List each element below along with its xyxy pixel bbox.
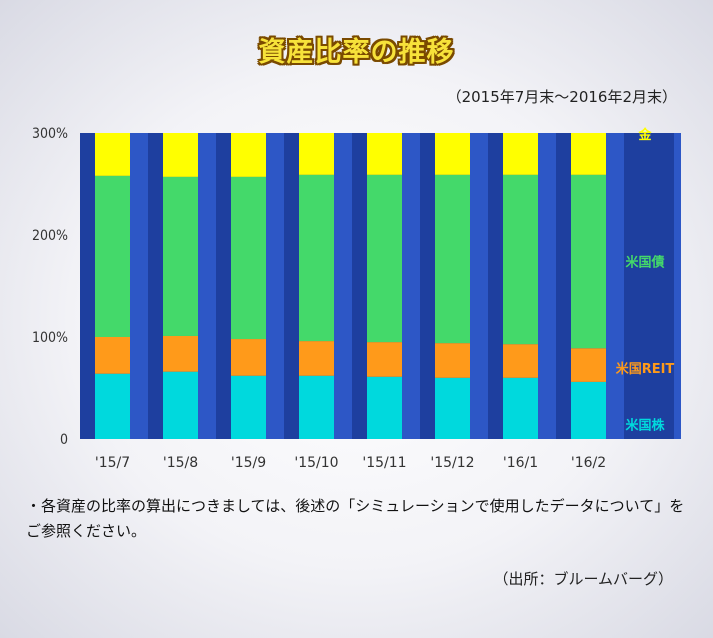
bar-segment-4: [367, 133, 402, 175]
chart-subtitle: （2015年7月末～2016年2月末）: [446, 88, 677, 106]
bar-segment-4: [299, 133, 334, 175]
bar-segment-1: [503, 377, 538, 439]
x-tick-label: '15/7: [95, 455, 130, 471]
bar-segment-3: [299, 174, 334, 342]
series-label: 金: [637, 127, 652, 143]
bar-segment-4: [231, 133, 266, 177]
x-tick-label: '15/11: [362, 455, 406, 471]
bar-segment-1: [367, 376, 402, 439]
bar-segment-4: [435, 133, 470, 175]
x-tick-label: '16/1: [503, 455, 538, 471]
bar-segment-3: [163, 176, 198, 336]
series-label: 米国債: [625, 255, 664, 271]
bar-segment-3: [231, 176, 266, 340]
stacked-bar-chart: 0 100% 200% 300% '15/7 '15/8 '15/9 '15/10 '15/1…: [32, 126, 681, 471]
source-note: （出所：ブルームバーグ）: [493, 570, 673, 588]
bar-segment-2: [163, 335, 198, 372]
bar-segment-3: [435, 174, 470, 344]
x-tick-label: '16/2: [571, 455, 606, 471]
bar-segment-4: [95, 133, 130, 176]
footnote: ・各資産の比率の算出につきましては、後述の「シミュレーションで使用したデータにつ…: [26, 497, 685, 540]
bar-segment-3: [571, 174, 606, 349]
bar-segment-2: [503, 344, 538, 378]
bar-segment-2: [435, 343, 470, 378]
y-tick-label: 0: [60, 432, 68, 448]
bar-segment-1: [571, 381, 606, 439]
bar-segment-2: [231, 339, 266, 376]
bar-segment-3: [367, 174, 402, 343]
bar-segment-1: [299, 375, 334, 439]
bar-segment-2: [299, 341, 334, 376]
series-label: 米国REIT: [616, 361, 675, 377]
bar-segment-2: [95, 337, 130, 374]
x-tick-label: '15/9: [231, 455, 266, 471]
bar-segment-3: [95, 175, 130, 337]
bar-segment-1: [163, 371, 198, 439]
bar-segment-2: [571, 348, 606, 382]
y-tick-label: 300%: [32, 126, 68, 142]
y-tick-label: 200%: [32, 228, 68, 244]
x-tick-label: '15/8: [163, 455, 198, 471]
bar-segment-3: [503, 174, 538, 345]
bar-segment-4: [571, 133, 606, 175]
bar-segment-2: [367, 342, 402, 377]
bar-segment-1: [435, 377, 470, 439]
x-tick-label: '15/12: [430, 455, 474, 471]
x-tick-label: '15/10: [294, 455, 338, 471]
y-tick-label: 100%: [32, 330, 68, 346]
bar-segment-4: [163, 133, 198, 177]
chart-title: 資産比率の推移: [258, 37, 455, 68]
bar-segment-4: [503, 133, 538, 175]
bar-segment-1: [231, 375, 266, 439]
bar-segment-1: [95, 373, 130, 439]
series-label: 米国株: [625, 417, 665, 433]
